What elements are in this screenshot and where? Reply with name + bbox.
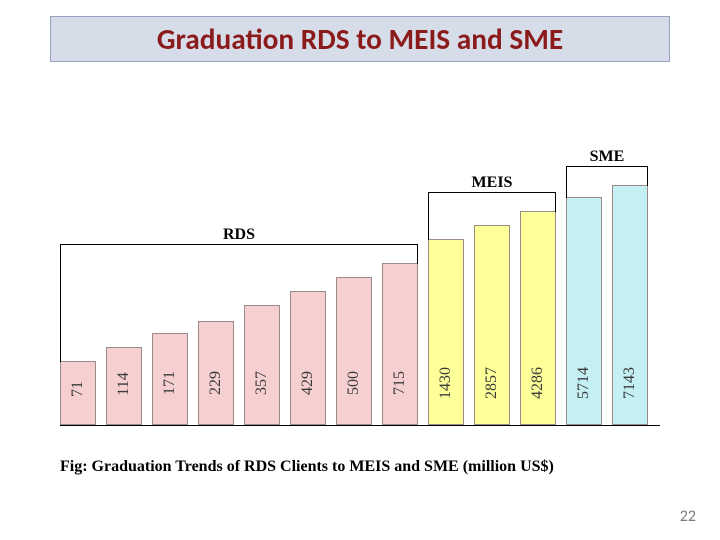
chart-caption: Fig: Graduation Trends of RDS Clients to…	[60, 458, 554, 476]
bar-value-label: 71	[69, 381, 87, 397]
bar-rds-171: 171	[152, 333, 188, 425]
bar-value-label: 1430	[437, 367, 455, 399]
bar-rds-71: 71	[60, 361, 96, 425]
title-text: Graduation RDS to MEIS and SME	[157, 21, 563, 57]
bar-value-label: 4286	[529, 367, 547, 399]
slide: Graduation RDS to MEIS and SME 71 114 171 2…	[0, 0, 720, 540]
bar-rds-357: 357	[244, 305, 280, 425]
bar-value-label: 429	[299, 371, 317, 395]
bar-value-label: 171	[161, 371, 179, 395]
bars-area: 71 114 171 229 357 429 500 715 1430 2857 4286 5714 7…	[60, 166, 660, 426]
bar-value-label: 715	[391, 371, 409, 395]
bar-sme-5714: 5714	[566, 197, 602, 425]
bar-value-label: 7143	[621, 367, 639, 399]
bar-rds-715: 715	[382, 263, 418, 425]
bar-value-label: 2857	[483, 367, 501, 399]
bar-rds-500: 500	[336, 277, 372, 425]
bar-sme-7143: 7143	[612, 185, 648, 425]
bar-rds-229: 229	[198, 321, 234, 425]
title-box: Graduation RDS to MEIS and SME	[50, 16, 670, 62]
group-label-sme: SME	[577, 148, 637, 166]
bar-rds-429: 429	[290, 291, 326, 425]
bar-meis-1430: 1430	[428, 239, 464, 425]
bar-rds-114: 114	[106, 347, 142, 425]
chart-region: 71 114 171 229 357 429 500 715 1430 2857 4286 5714 7…	[60, 120, 660, 450]
bar-meis-4286: 4286	[520, 211, 556, 425]
bar-value-label: 5714	[575, 367, 593, 399]
bar-value-label: 114	[115, 372, 133, 395]
group-label-rds: RDS	[209, 226, 269, 244]
bar-meis-2857: 2857	[474, 225, 510, 425]
bar-value-label: 229	[207, 371, 225, 395]
page-number: 22	[680, 507, 696, 526]
group-label-meis: MEIS	[462, 174, 522, 192]
bar-value-label: 357	[253, 371, 271, 395]
bar-value-label: 500	[345, 371, 363, 395]
